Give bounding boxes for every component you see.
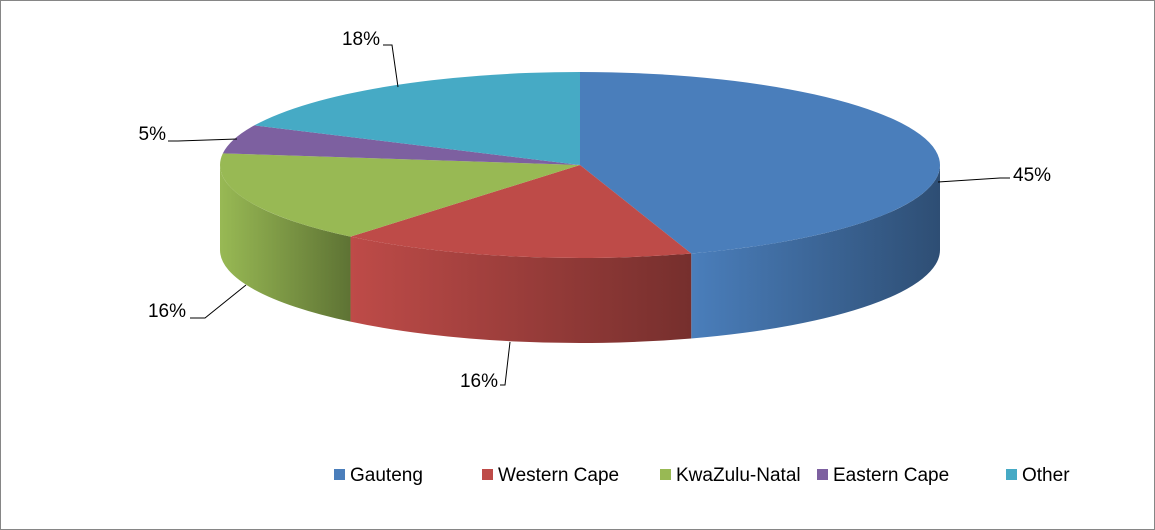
leader-line — [190, 284, 247, 319]
slice — [580, 72, 940, 254]
data-label: 5% — [139, 124, 167, 145]
legend-swatch — [660, 469, 671, 480]
legend-label: KwaZulu-Natal — [676, 465, 801, 486]
legend-label: Gauteng — [350, 465, 423, 486]
data-label: 45% — [1013, 165, 1051, 186]
slice-side — [220, 165, 351, 322]
slice — [220, 153, 581, 237]
slice-side — [350, 236, 692, 344]
legend-swatch — [334, 469, 345, 480]
leader-line — [937, 177, 1010, 183]
slice-side — [691, 165, 940, 339]
slice — [350, 165, 692, 258]
legend-swatch — [482, 469, 493, 480]
leader-line — [168, 138, 238, 142]
legend-label: Western Cape — [498, 465, 619, 486]
data-label: 18% — [342, 29, 380, 50]
slice — [222, 125, 580, 165]
leader-line — [383, 44, 399, 88]
legend-swatch — [817, 469, 828, 480]
legend-label: Eastern Cape — [833, 465, 949, 486]
data-label: 16% — [460, 371, 498, 392]
slice — [254, 72, 580, 165]
leader-line — [500, 341, 511, 386]
data-label: 16% — [148, 301, 186, 322]
legend-swatch — [1006, 469, 1017, 480]
legend-label: Other — [1022, 465, 1070, 486]
